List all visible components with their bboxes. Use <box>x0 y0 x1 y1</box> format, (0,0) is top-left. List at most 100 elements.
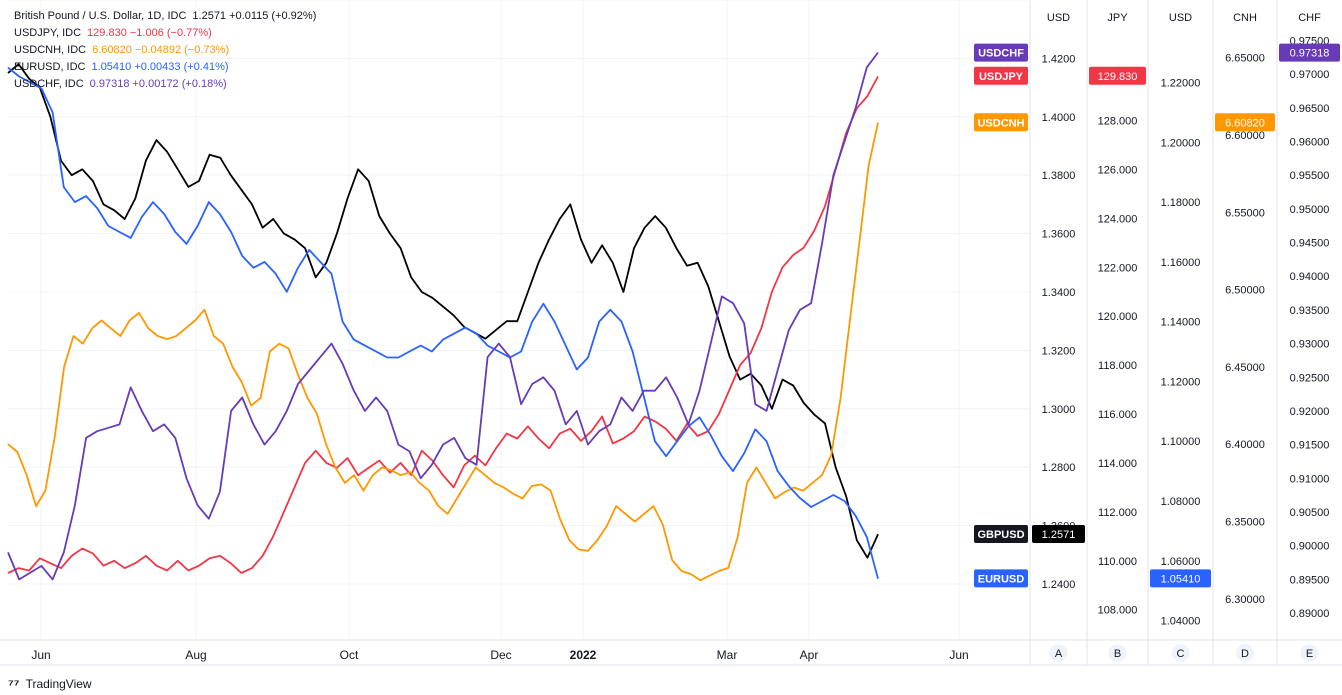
axis-tick-label: 0.95000 <box>1290 204 1330 216</box>
legend-row-usdcnh[interactable]: USDCNH, IDC 6.60820 −0.04892 (−0.73%) <box>14 42 316 59</box>
legend-label: USDCNH, IDC <box>14 44 87 56</box>
symbol-badge <box>974 43 1028 62</box>
axis-tick-label: 1.3400 <box>1042 287 1076 299</box>
scale-letter: C <box>1177 648 1185 660</box>
axis-tick-label: 108.000 <box>1098 605 1138 617</box>
axis-tick-label: 6.55000 <box>1225 207 1265 219</box>
axis-tick-label: 0.96000 <box>1290 136 1330 148</box>
axis-tick-label: 0.92000 <box>1290 406 1330 418</box>
axis-tick-label: 112.000 <box>1098 507 1137 519</box>
axis-value-badge-text: 1.05410 <box>1161 573 1201 585</box>
x-tick-label: Aug <box>185 648 206 662</box>
legend-row-gbpusd[interactable]: British Pound / U.S. Dollar, 1D, IDC 1.25… <box>14 8 316 25</box>
axis-tick-label: 116.000 <box>1098 409 1137 421</box>
axis-tick-label: 1.16000 <box>1161 257 1201 269</box>
legend-row-usdchf[interactable]: USDCHF, IDC 0.97318 +0.00172 (+0.18%) <box>14 76 316 93</box>
symbol-badge-text: USDJPY <box>979 71 1024 83</box>
tradingview-logo-icon[interactable]: ⁷⁷ <box>8 676 20 692</box>
axis-tick-label: 0.91500 <box>1290 440 1330 452</box>
axis-tick-label: 1.4000 <box>1042 112 1076 124</box>
axis-tick-label: 122.000 <box>1098 262 1138 274</box>
axis-tick-label: 1.08000 <box>1161 496 1201 508</box>
axis-tick-label: 1.3200 <box>1042 345 1076 357</box>
axis-tick-label: 1.3800 <box>1042 170 1076 182</box>
axis-value-badge <box>1150 569 1211 588</box>
axis-tick-label: 0.90500 <box>1290 507 1330 519</box>
x-tick-label: 2022 <box>570 648 597 662</box>
scale-letter-button <box>1049 644 1068 662</box>
axis-tick-label: 0.89000 <box>1290 608 1330 620</box>
axis-tick-label: 1.2800 <box>1042 462 1076 474</box>
axis-unit-label: USD <box>1169 12 1192 24</box>
legend-values: 1.2571 +0.0115 (+0.92%) <box>192 10 317 22</box>
legend-values: 1.05410 +0.00433 (+0.41%) <box>91 61 229 73</box>
axis-tick-label: 6.40000 <box>1225 439 1265 451</box>
axis-tick-label: 1.4200 <box>1042 53 1076 65</box>
axis-tick-label: 126.000 <box>1098 164 1138 176</box>
axis-tick-label: 118.000 <box>1098 360 1137 372</box>
axis-tick-label: 0.91000 <box>1290 473 1330 485</box>
symbol-badge <box>974 569 1028 588</box>
symbol-badge-text: EURUSD <box>978 573 1025 585</box>
symbol-badge-text: GBPUSD <box>977 529 1024 541</box>
symbol-badge <box>974 66 1028 85</box>
axis-tick-label: 6.60000 <box>1225 130 1265 142</box>
axis-tick-label: 1.14000 <box>1161 317 1201 329</box>
symbol-badge <box>974 113 1028 132</box>
legend-label: British Pound / U.S. Dollar, 1D, IDC <box>14 10 187 22</box>
series-line-eurusd <box>7 66 879 579</box>
axis-unit-label: USD <box>1047 12 1070 24</box>
axis-unit-label: CHF <box>1298 12 1321 24</box>
axis-tick-label: 0.93500 <box>1290 305 1330 317</box>
legend-row-usdjpy[interactable]: USDJPY, IDC 129.830 −1.006 (−0.77%) <box>14 25 316 42</box>
scale-letter: A <box>1055 648 1063 660</box>
x-tick-label: Dec <box>490 648 511 662</box>
axis-unit-label: JPY <box>1107 12 1128 24</box>
legend-row-eurusd[interactable]: EURUSD, IDC 1.05410 +0.00433 (+0.41%) <box>14 59 316 76</box>
scale-letter: E <box>1306 648 1313 660</box>
scale-letter-button <box>1236 644 1254 662</box>
series-line-usdcnh <box>7 122 879 582</box>
axis-tick-label: 1.10000 <box>1161 436 1201 448</box>
axis-tick-label: 6.65000 <box>1225 53 1265 65</box>
axis-unit-label: CNH <box>1233 12 1257 24</box>
axis-tick-label: 0.94500 <box>1290 238 1330 250</box>
axis-value-badge <box>1089 66 1146 85</box>
x-tick-label: Apr <box>800 648 819 662</box>
scale-letter-button <box>1171 644 1190 662</box>
axis-value-badge <box>1279 43 1340 62</box>
axis-tick-label: 6.35000 <box>1225 517 1265 529</box>
x-tick-label: Jun <box>31 648 50 662</box>
axis-value-badge <box>1215 113 1275 132</box>
scale-letter: D <box>1241 648 1249 660</box>
axis-tick-label: 0.97000 <box>1290 69 1330 81</box>
scale-letter: B <box>1114 648 1121 660</box>
axis-tick-label: 0.96500 <box>1290 103 1330 115</box>
axis-tick-label: 1.12000 <box>1161 376 1201 388</box>
axis-tick-label: 110.000 <box>1098 556 1137 568</box>
legend-values: 6.60820 −0.04892 (−0.73%) <box>92 44 230 56</box>
legend-label: USDJPY, IDC <box>14 27 82 39</box>
legend-label: EURUSD, IDC <box>14 61 86 73</box>
legend-label: USDCHF, IDC <box>14 78 84 90</box>
axis-tick-label: 0.94000 <box>1290 271 1330 283</box>
tradingview-brand[interactable]: TradingView <box>25 677 92 691</box>
axis-value-badge-text: 129.830 <box>1098 71 1138 83</box>
axis-tick-label: 124.000 <box>1098 213 1138 225</box>
axis-tick-label: 114.000 <box>1098 458 1137 470</box>
axis-tick-label: 1.22000 <box>1161 78 1201 90</box>
axis-tick-label: 6.50000 <box>1225 285 1265 297</box>
axis-tick-label: 1.2400 <box>1042 579 1076 591</box>
axis-tick-label: 120.000 <box>1098 311 1138 323</box>
axis-tick-label: 6.30000 <box>1225 594 1265 606</box>
legend-values: 129.830 −1.006 (−0.77%) <box>87 27 212 39</box>
axis-value-badge <box>1032 525 1085 544</box>
symbol-badge <box>974 525 1028 544</box>
axis-value-badge-text: 0.97318 <box>1290 48 1330 60</box>
axis-tick-label: 1.06000 <box>1161 556 1201 568</box>
x-tick-label: Mar <box>717 648 738 662</box>
legend-values: 0.97318 +0.00172 (+0.18%) <box>89 78 227 90</box>
axis-tick-label: 1.3000 <box>1042 404 1076 416</box>
axis-tick-label: 6.45000 <box>1225 362 1265 374</box>
